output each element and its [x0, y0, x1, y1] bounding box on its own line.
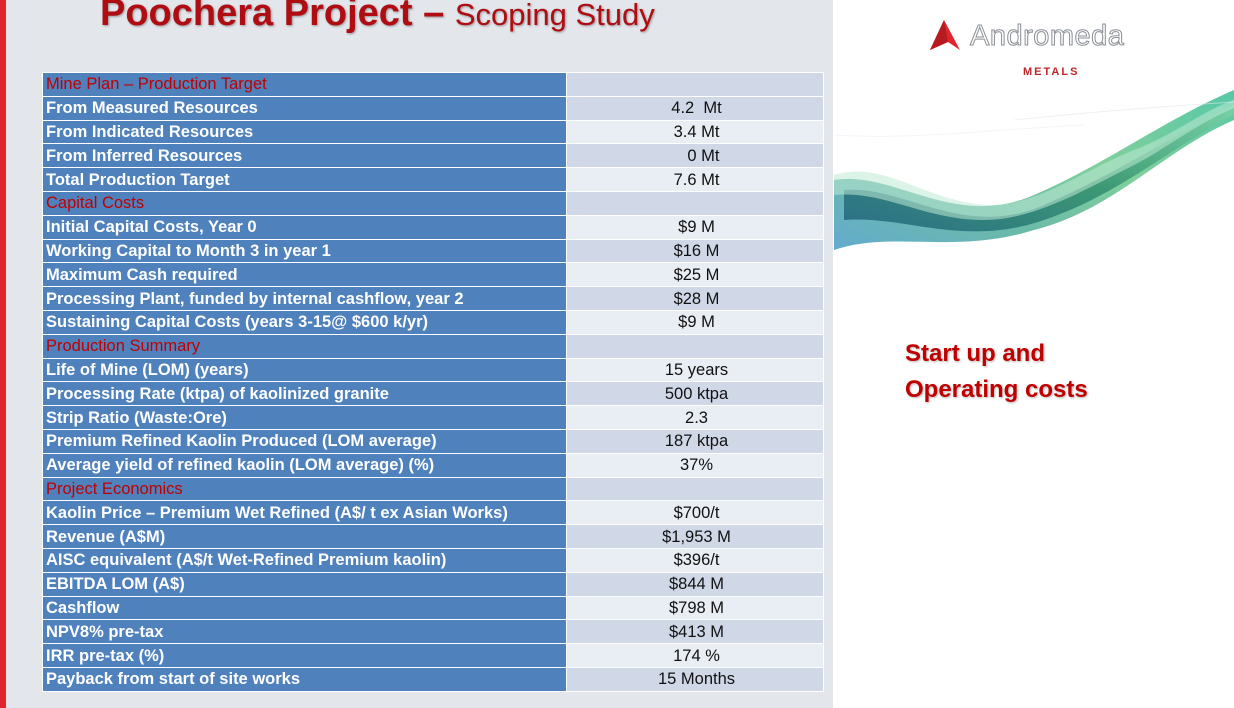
table-row: EBITDA LOM (A$) $844 M: [42, 571, 824, 597]
row-value: 15 years: [566, 357, 824, 383]
table-row: IRR pre-tax (%) 174 %: [42, 643, 824, 668]
section-heading: Capital Costs: [42, 190, 567, 216]
row-label: Revenue (A$M): [42, 524, 567, 549]
callout-line-2: Operating costs: [905, 376, 1088, 403]
row-label: Total Production Target: [42, 167, 567, 192]
section-heading: Production Summary: [42, 333, 567, 359]
row-label: Life of Mine (LOM) (years): [42, 357, 567, 383]
table-section-row: Capital Costs: [42, 190, 824, 216]
table-row: Revenue (A$M) $1,953 M: [42, 524, 824, 549]
row-value: 0 Mt: [566, 143, 824, 169]
row-label: Cashflow: [42, 595, 567, 621]
row-value: 3.4 Mt: [566, 119, 824, 145]
accent-stripe: [0, 0, 6, 708]
callout-line-1: Start up and: [905, 340, 1046, 367]
row-value: $396/t: [566, 547, 824, 573]
row-value: $28 M: [566, 286, 824, 311]
table-row: Average yield of refined kaolin (LOM ave…: [42, 452, 824, 478]
row-value: 37%: [566, 452, 824, 478]
row-value: $798 M: [566, 595, 824, 621]
table-row: Working Capital to Month 3 in year 1 $16 …: [42, 238, 824, 264]
row-label: Premium Refined Kaolin Produced (LOM ave…: [42, 428, 567, 454]
row-value: $25 M: [566, 262, 824, 288]
row-value: [566, 476, 824, 502]
row-label: Maximum Cash required: [42, 262, 567, 288]
table-row: Cashflow $798 M: [42, 595, 824, 621]
row-label: Sustaining Capital Costs (years 3-15@ $6…: [42, 309, 567, 335]
section-heading: Mine Plan – Production Target: [42, 72, 567, 97]
table-row: Premium Refined Kaolin Produced (LOM ave…: [42, 428, 824, 454]
row-label: Kaolin Price – Premium Wet Refined (A$/ …: [42, 500, 567, 526]
table-row: From Indicated Resources 3.4 Mt: [42, 119, 824, 145]
row-label: Payback from start of site works: [42, 666, 567, 692]
table-section-row: Project Economics: [42, 476, 824, 502]
slide-title: Poochera Project – Scoping Study: [100, 0, 655, 35]
row-value: 15 Months: [566, 666, 824, 692]
logo-triangle-icon: [930, 20, 960, 50]
table-row: Strip Ratio (Waste:Ore) 2.3: [42, 405, 824, 430]
table-row: From Measured Resources 4.2 Mt: [42, 95, 824, 121]
row-label: Average yield of refined kaolin (LOM ave…: [42, 452, 567, 478]
row-value: 187 ktpa: [566, 428, 824, 454]
table-row: From Inferred Resources 0 Mt: [42, 143, 824, 169]
table-section-row: Production Summary: [42, 333, 824, 359]
row-value: $9 M: [566, 309, 824, 335]
row-value: [566, 333, 824, 359]
row-value: $1,953 M: [566, 524, 824, 549]
row-value: 2.3: [566, 405, 824, 430]
row-label: From Measured Resources: [42, 95, 567, 121]
row-value: $16 M: [566, 238, 824, 264]
row-label: From Inferred Resources: [42, 143, 567, 169]
row-value: $413 M: [566, 619, 824, 645]
callout-text: Start up and Operating costs: [905, 336, 1088, 408]
row-label: Strip Ratio (Waste:Ore): [42, 405, 567, 430]
row-value: 7.6 Mt: [566, 167, 824, 192]
row-label: Working Capital to Month 3 in year 1: [42, 238, 567, 264]
table-row: Kaolin Price – Premium Wet Refined (A$/ …: [42, 500, 824, 526]
row-label: IRR pre-tax (%): [42, 643, 567, 668]
table-row: Sustaining Capital Costs (years 3-15@ $6…: [42, 309, 824, 335]
table-body: Mine Plan – Production Target From Measur…: [42, 72, 824, 692]
row-label: AISC equivalent (A$/t Wet-Refined Premiu…: [42, 547, 567, 573]
table-row: Initial Capital Costs, Year 0 $9 M: [42, 214, 824, 240]
row-value: 174 %: [566, 643, 824, 668]
table-row: AISC equivalent (A$/t Wet-Refined Premiu…: [42, 547, 824, 573]
table-row: NPV8% pre-tax $413 M: [42, 619, 824, 645]
table-row: Maximum Cash required $25 M: [42, 262, 824, 288]
table-row: Total Production Target 7.6 Mt: [42, 167, 824, 192]
row-value: [566, 72, 824, 97]
row-value: $9 M: [566, 214, 824, 240]
table-section-row: Mine Plan – Production Target: [42, 72, 824, 97]
row-label: NPV8% pre-tax: [42, 619, 567, 645]
row-value: $844 M: [566, 571, 824, 597]
row-label: EBITDA LOM (A$): [42, 571, 567, 597]
logo-subtitle: METALS: [1023, 66, 1080, 78]
table-row: Processing Rate (ktpa) of kaolinized gra…: [42, 381, 824, 407]
table-row: Life of Mine (LOM) (years) 15 years: [42, 357, 824, 383]
row-label: Processing Rate (ktpa) of kaolinized gra…: [42, 381, 567, 407]
row-label: Processing Plant, funded by internal cas…: [42, 286, 567, 311]
decorative-wave-image: [834, 90, 1234, 250]
row-value: 4.2 Mt: [566, 95, 824, 121]
andromeda-logo: Andromeda METALS: [922, 18, 1142, 88]
row-value: [566, 190, 824, 216]
logo-name: Andromeda: [969, 20, 1125, 53]
row-value: 500 ktpa: [566, 381, 824, 407]
slide-title-sub: Scoping Study: [454, 0, 655, 32]
row-label: From Indicated Resources: [42, 119, 567, 145]
section-heading: Project Economics: [42, 476, 567, 502]
scoping-study-table: Mine Plan – Production Target From Measur…: [42, 72, 824, 692]
table-row: Processing Plant, funded by internal cas…: [42, 286, 824, 311]
table-row: Payback from start of site works 15 Month…: [42, 666, 824, 692]
slide-title-main: Poochera Project –: [100, 0, 455, 34]
row-label: Initial Capital Costs, Year 0: [42, 214, 567, 240]
row-value: $700/t: [566, 500, 824, 526]
